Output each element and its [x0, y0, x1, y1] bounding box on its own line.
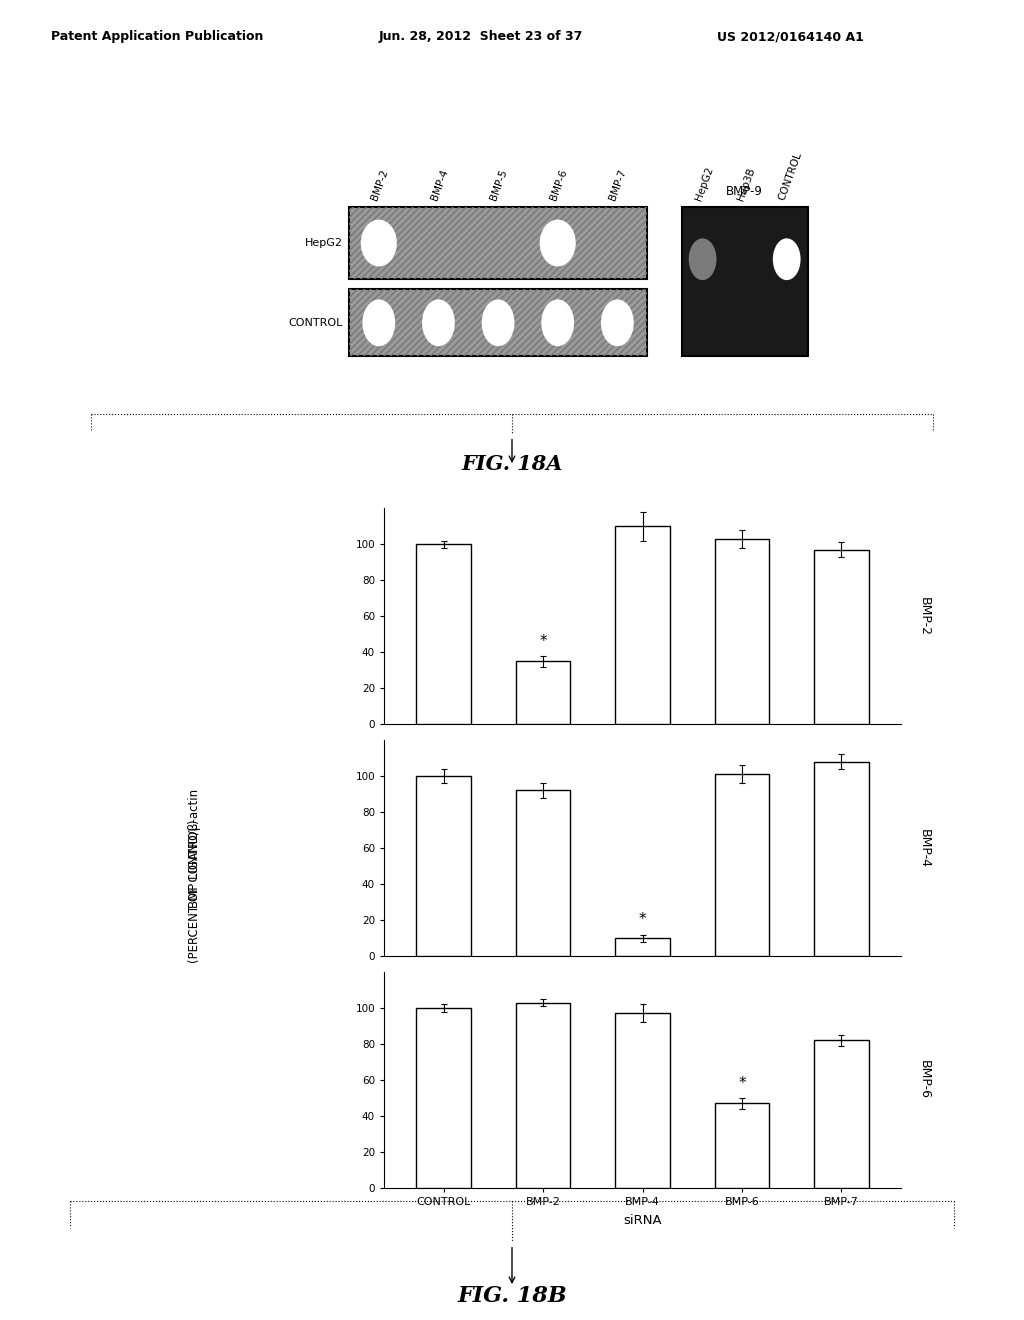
Text: BMP LIGAND/β-actin: BMP LIGAND/β-actin — [188, 788, 201, 908]
Ellipse shape — [360, 219, 397, 267]
Bar — [516, 791, 570, 956]
Ellipse shape — [542, 300, 574, 346]
Text: *: * — [639, 912, 646, 928]
Bar — [814, 549, 868, 725]
Text: *: * — [738, 1076, 745, 1090]
Bar — [349, 289, 647, 356]
Text: Hep3B: Hep3B — [735, 166, 757, 202]
Bar — [715, 775, 769, 956]
Bar — [349, 207, 647, 279]
Y-axis label: BMP-4: BMP-4 — [918, 829, 931, 867]
Text: HepG2: HepG2 — [305, 238, 343, 248]
Bar — [417, 1008, 471, 1188]
Bar — [715, 1104, 769, 1188]
Bar — [615, 1014, 670, 1188]
Bar — [715, 539, 769, 725]
Bar — [615, 939, 670, 956]
Ellipse shape — [601, 300, 634, 346]
Text: BMP-4: BMP-4 — [429, 168, 450, 202]
Text: BMP-5: BMP-5 — [488, 168, 509, 202]
Text: HepG2: HepG2 — [693, 165, 715, 202]
Bar — [349, 207, 647, 279]
Ellipse shape — [540, 219, 575, 267]
Text: BMP-2: BMP-2 — [370, 168, 390, 202]
Text: CONTROL: CONTROL — [289, 318, 343, 327]
Ellipse shape — [481, 300, 514, 346]
Ellipse shape — [689, 239, 717, 280]
Y-axis label: BMP-6: BMP-6 — [918, 1060, 931, 1100]
Text: FIG. 18A: FIG. 18A — [461, 454, 563, 474]
Text: Jun. 28, 2012  Sheet 23 of 37: Jun. 28, 2012 Sheet 23 of 37 — [379, 30, 584, 44]
Text: BMP-7: BMP-7 — [608, 168, 629, 202]
Bar — [814, 1040, 868, 1188]
Bar — [417, 776, 471, 956]
Text: BMP-9: BMP-9 — [726, 185, 763, 198]
Text: *: * — [540, 634, 547, 648]
Text: Patent Application Publication: Patent Application Publication — [51, 30, 263, 44]
Text: US 2012/0164140 A1: US 2012/0164140 A1 — [717, 30, 863, 44]
Ellipse shape — [773, 239, 801, 280]
Ellipse shape — [422, 300, 455, 346]
Y-axis label: BMP-2: BMP-2 — [918, 597, 931, 636]
Text: (PERCENT OF CONTROL): (PERCENT OF CONTROL) — [188, 820, 201, 964]
Bar — [615, 527, 670, 725]
Text: FIG. 18B: FIG. 18B — [457, 1284, 567, 1307]
X-axis label: siRNA: siRNA — [624, 1214, 662, 1228]
Ellipse shape — [362, 300, 395, 346]
Text: CONTROL: CONTROL — [777, 150, 804, 202]
Bar — [349, 289, 647, 356]
Bar — [516, 661, 570, 725]
Bar — [682, 207, 808, 356]
Bar — [417, 544, 471, 725]
Bar — [516, 1003, 570, 1188]
Text: BMP-6: BMP-6 — [548, 168, 568, 202]
Bar — [814, 762, 868, 956]
